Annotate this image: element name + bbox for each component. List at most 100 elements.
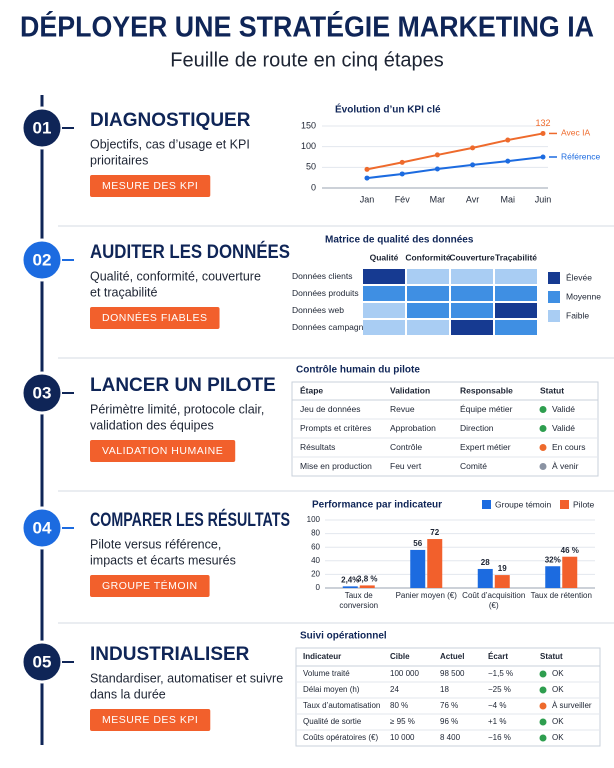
table-cell: OK bbox=[552, 685, 564, 694]
table-cell: OK bbox=[552, 669, 564, 678]
chart-title: Évolution d’un KPI clé bbox=[335, 103, 441, 116]
bar bbox=[427, 539, 443, 588]
data-label: 46 % bbox=[561, 546, 579, 555]
table-header: Statut bbox=[540, 385, 564, 395]
status-dot bbox=[539, 406, 547, 413]
table-header: Cible bbox=[390, 652, 410, 661]
legend-label: Faible bbox=[566, 310, 589, 320]
table-cell: 98 500 bbox=[440, 669, 465, 678]
table-header: Étape bbox=[300, 385, 323, 395]
step-number: 05 bbox=[33, 652, 52, 671]
y-tick-label: 0 bbox=[311, 182, 316, 192]
table-cell: Revue bbox=[390, 404, 415, 414]
status-dot bbox=[539, 734, 547, 742]
y-tick-label: 80 bbox=[311, 529, 320, 538]
table-cell: 96 % bbox=[440, 717, 458, 726]
point bbox=[540, 154, 546, 160]
step-text: impacts et écarts mesurés bbox=[90, 553, 236, 567]
step-button bbox=[90, 440, 236, 462]
matrix-row: Données web bbox=[292, 305, 344, 315]
line bbox=[366, 156, 544, 180]
x-tick-label: Juin bbox=[535, 194, 552, 204]
y-tick-label: 100 bbox=[307, 515, 321, 524]
table-title: Contrôle humain du pilote bbox=[296, 365, 420, 376]
step-text: Objectifs, cas d’usage et KPI bbox=[90, 137, 250, 151]
table-cell: Comité bbox=[460, 461, 487, 471]
matrix-cell bbox=[363, 303, 405, 318]
legend-label: Élevée bbox=[566, 272, 592, 282]
point bbox=[505, 158, 511, 164]
table-header: Actuel bbox=[440, 652, 464, 661]
table-cell: 80 % bbox=[390, 701, 408, 710]
step-number: 04 bbox=[33, 518, 52, 537]
table-cell: Équipe métier bbox=[460, 404, 513, 414]
table-cell: OK bbox=[552, 733, 564, 742]
x-tick-label: Fév bbox=[395, 194, 411, 204]
table-frame bbox=[295, 647, 601, 747]
matrix-cell bbox=[451, 303, 493, 318]
matrix-cell bbox=[451, 320, 493, 335]
table-cell: Expert métier bbox=[460, 442, 511, 452]
matrix-cell bbox=[363, 286, 405, 301]
step-text: Standardiser, automatiser et suivre bbox=[90, 671, 283, 685]
legend-swatch bbox=[482, 500, 491, 509]
step-button-label: MESURE DES KPI bbox=[102, 180, 198, 192]
data-label: 28 bbox=[481, 558, 490, 567]
matrix-cell bbox=[363, 269, 405, 284]
legend-label: Référence bbox=[561, 151, 600, 161]
bar bbox=[477, 568, 493, 588]
y-tick-label: 40 bbox=[311, 556, 320, 565]
point bbox=[399, 159, 405, 165]
table-header: Statut bbox=[540, 652, 563, 661]
table-cell: 8 400 bbox=[440, 733, 461, 742]
table-cell: En cours bbox=[552, 442, 586, 452]
step-number: 03 bbox=[33, 383, 52, 402]
table-cell: −4 % bbox=[488, 701, 506, 710]
step-button-label: MESURE DES KPI bbox=[102, 714, 198, 726]
matrix-cell bbox=[495, 286, 537, 301]
table-header: Indicateur bbox=[303, 652, 341, 661]
step-button bbox=[90, 709, 211, 731]
table-cell: Contrôle bbox=[390, 442, 422, 452]
legend-swatch bbox=[548, 291, 560, 303]
table-cell: Prompts et critères bbox=[300, 423, 371, 433]
point bbox=[399, 171, 405, 177]
x-tick-label: Taux de rétention bbox=[531, 591, 592, 600]
matrix-cell bbox=[495, 303, 537, 318]
table-header: Responsable bbox=[460, 385, 513, 395]
subtitle: Feuille de route en cinq étapes bbox=[170, 49, 444, 71]
table-cell: 10 000 bbox=[390, 733, 415, 742]
table-title: Suivi opérationnel bbox=[300, 631, 387, 642]
table-cell: +1 % bbox=[488, 717, 506, 726]
status-dot bbox=[539, 702, 547, 710]
matrix-cell bbox=[495, 320, 537, 335]
data-label: 56 bbox=[413, 539, 422, 548]
table-cell: Volume traité bbox=[303, 669, 350, 678]
legend-swatch bbox=[548, 310, 560, 322]
legend-label: Moyenne bbox=[566, 291, 601, 301]
step-title: COMPARER LES RÉSULTATS bbox=[90, 509, 290, 531]
status-dot bbox=[539, 686, 547, 694]
step-text: prioritaires bbox=[90, 153, 148, 167]
data-label: 2,4% bbox=[341, 575, 359, 584]
matrix-cell bbox=[407, 286, 449, 301]
x-tick-label: Jan bbox=[360, 194, 375, 204]
matrix-row: Données produits bbox=[292, 288, 359, 298]
status-dot bbox=[539, 718, 547, 726]
y-tick-label: 150 bbox=[301, 120, 316, 130]
status-dot bbox=[539, 670, 547, 678]
step-button-label: GROUPE TÉMOIN bbox=[102, 579, 198, 592]
step-text: et traçabilité bbox=[90, 285, 157, 299]
table-cell: −25 % bbox=[488, 685, 511, 694]
bar bbox=[494, 575, 510, 588]
x-tick-text: Taux de conversion bbox=[339, 591, 379, 610]
y-tick-label: 20 bbox=[311, 570, 320, 579]
x-tick-text: Coût d’acquisition (€) bbox=[462, 591, 526, 610]
x-tick-label: Mar bbox=[430, 194, 446, 204]
x-tick-label: Taux de conversion bbox=[339, 591, 379, 610]
data-label: 3,8 % bbox=[357, 575, 377, 584]
step-button bbox=[90, 307, 220, 329]
step-text: Périmètre limité, protocole clair, bbox=[90, 402, 264, 416]
table-cell: Mise en production bbox=[300, 461, 372, 471]
